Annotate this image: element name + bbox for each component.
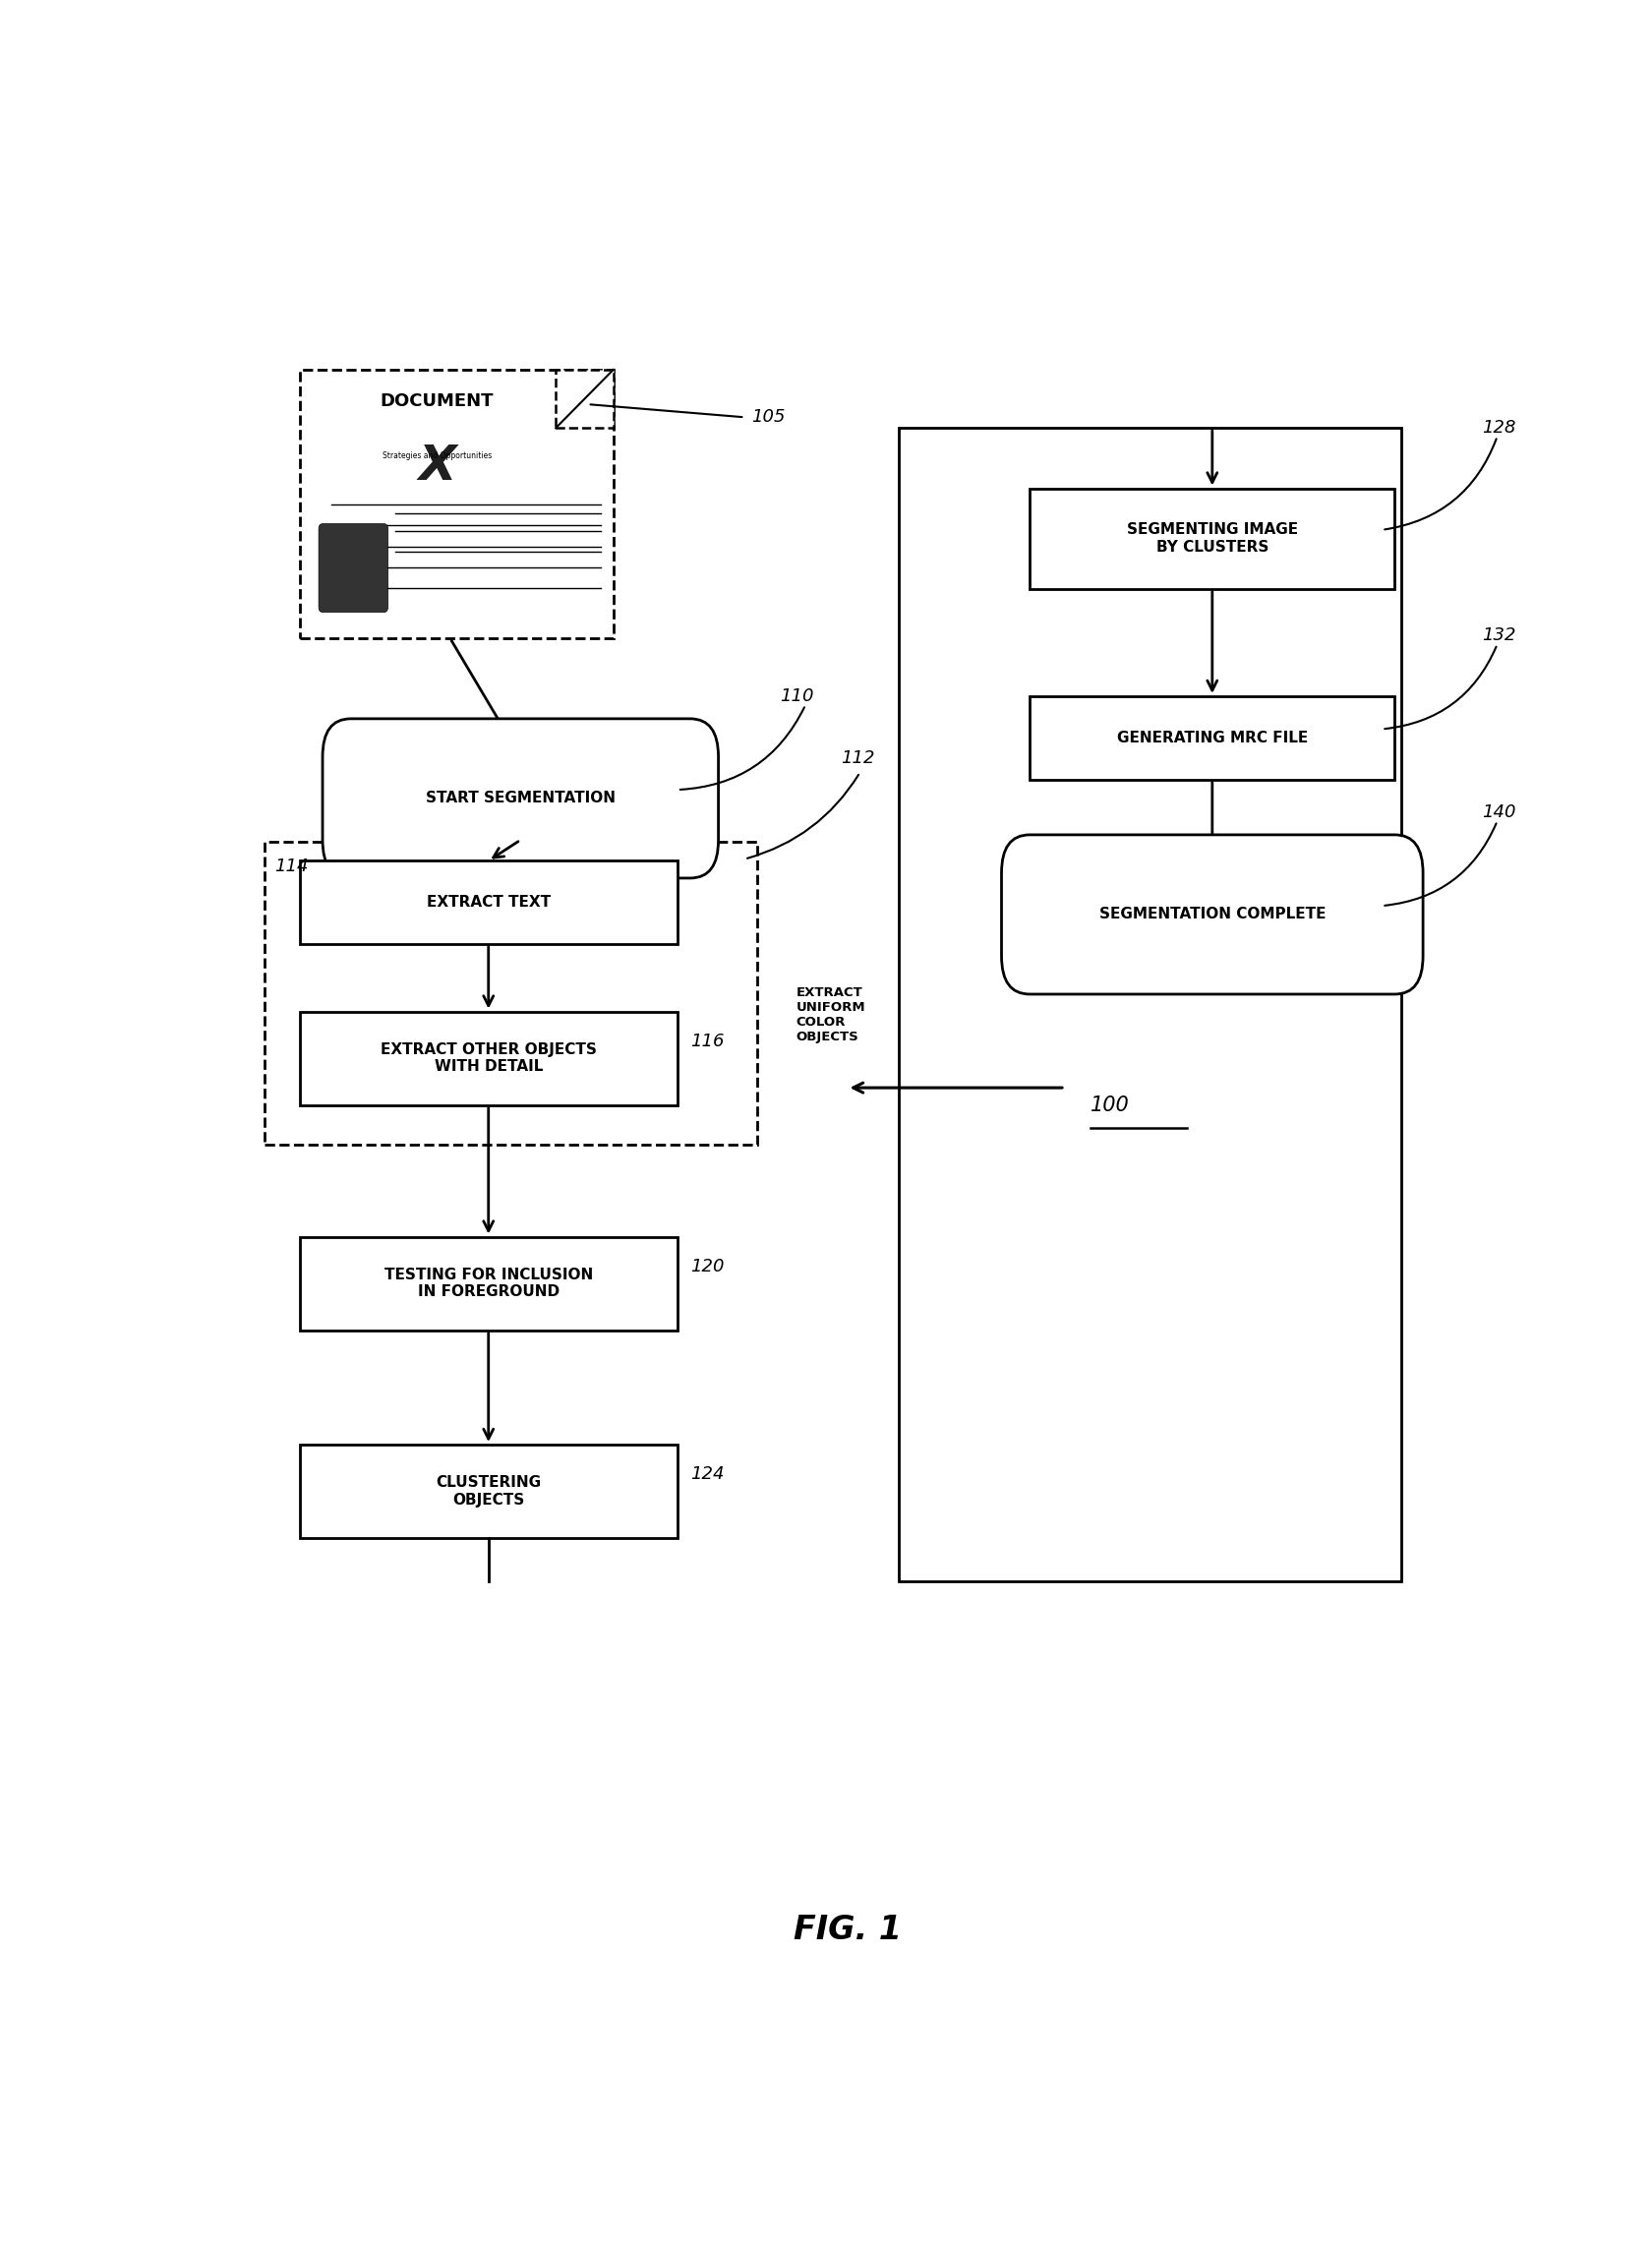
- Text: 110: 110: [780, 686, 813, 704]
- FancyBboxPatch shape: [555, 369, 613, 428]
- Text: 140: 140: [1482, 803, 1515, 821]
- Text: EXTRACT OTHER OBJECTS
WITH DETAIL: EXTRACT OTHER OBJECTS WITH DETAIL: [380, 1042, 596, 1073]
- Text: EXTRACT TEXT: EXTRACT TEXT: [426, 896, 550, 909]
- FancyBboxPatch shape: [1001, 835, 1422, 994]
- FancyBboxPatch shape: [1029, 488, 1394, 590]
- Text: X: X: [418, 443, 456, 491]
- Text: FIG. 1: FIG. 1: [793, 1912, 900, 1946]
- Text: TESTING FOR INCLUSION
IN FOREGROUND: TESTING FOR INCLUSION IN FOREGROUND: [383, 1267, 593, 1300]
- FancyBboxPatch shape: [322, 718, 719, 878]
- Text: 128: 128: [1482, 418, 1515, 437]
- Text: 100: 100: [1090, 1096, 1128, 1116]
- Text: 124: 124: [691, 1465, 724, 1483]
- Text: 116: 116: [691, 1033, 724, 1051]
- FancyBboxPatch shape: [1029, 695, 1394, 778]
- FancyBboxPatch shape: [319, 524, 388, 612]
- FancyBboxPatch shape: [299, 1444, 677, 1539]
- Text: 120: 120: [691, 1258, 724, 1276]
- Text: DOCUMENT: DOCUMENT: [380, 392, 494, 410]
- Text: GENERATING MRC FILE: GENERATING MRC FILE: [1117, 731, 1307, 745]
- FancyBboxPatch shape: [299, 369, 613, 639]
- Text: Strategies and Opportunities: Strategies and Opportunities: [382, 450, 492, 459]
- Text: START SEGMENTATION: START SEGMENTATION: [425, 792, 615, 806]
- Text: 105: 105: [750, 410, 785, 425]
- Text: 114: 114: [274, 857, 309, 875]
- FancyBboxPatch shape: [299, 862, 677, 945]
- Text: SEGMENTING IMAGE
BY CLUSTERS: SEGMENTING IMAGE BY CLUSTERS: [1127, 522, 1297, 554]
- Text: 112: 112: [841, 749, 874, 767]
- Text: SEGMENTATION COMPLETE: SEGMENTATION COMPLETE: [1099, 907, 1325, 922]
- Text: CLUSTERING
OBJECTS: CLUSTERING OBJECTS: [436, 1476, 540, 1508]
- Text: 132: 132: [1482, 628, 1515, 644]
- Text: EXTRACT
UNIFORM
COLOR
OBJECTS: EXTRACT UNIFORM COLOR OBJECTS: [796, 986, 866, 1044]
- FancyBboxPatch shape: [299, 1238, 677, 1330]
- FancyBboxPatch shape: [299, 1013, 677, 1105]
